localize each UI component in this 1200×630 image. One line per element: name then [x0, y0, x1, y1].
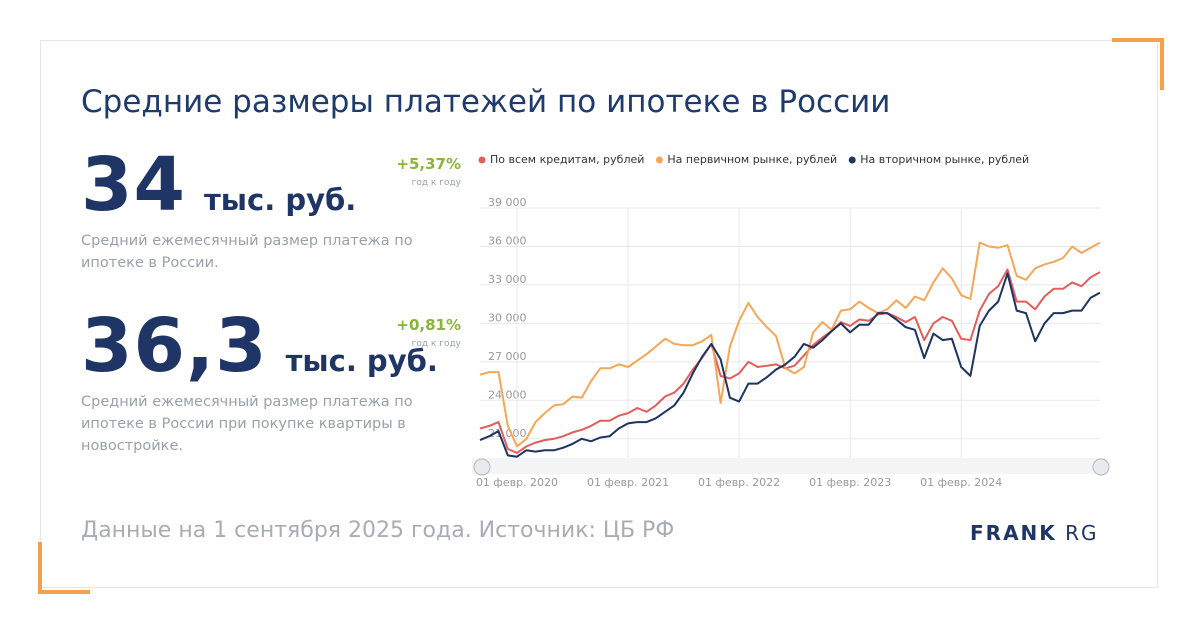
stat-description: Средний ежемесячный размер платежа по ип… — [81, 394, 413, 454]
legend-marker — [655, 156, 663, 164]
legend-label: На первичном рынке, рублей — [667, 153, 837, 166]
y-tick-label: 36 000 — [488, 234, 527, 247]
x-tick-label: 01 февр. 2024 — [920, 476, 1002, 489]
corner-decoration — [38, 542, 90, 594]
logo-bold: FRANK — [970, 521, 1057, 545]
x-tick-label: 01 февр. 2021 — [587, 476, 669, 489]
y-tick-label: 27 000 — [488, 350, 527, 363]
y-tick-label: 39 000 — [488, 196, 527, 209]
series-line — [479, 241, 1101, 448]
logo-light: RG — [1065, 521, 1099, 545]
navigator-handle[interactable] — [473, 458, 491, 476]
card — [40, 40, 1158, 588]
stat-unit: тыс. руб. — [285, 344, 438, 378]
legend-marker — [478, 156, 486, 164]
stat-number: 34 — [81, 142, 186, 228]
stat-change-note: год к году — [411, 178, 461, 188]
legend-marker — [848, 156, 856, 164]
logo: FRANK RG — [970, 521, 1099, 545]
stat-change: +0,81% — [396, 316, 461, 334]
stat-number: 36,3 — [81, 303, 268, 389]
series-line — [479, 272, 1101, 458]
navigator-handle[interactable] — [1092, 458, 1110, 476]
stat-unit: тыс. руб. — [203, 183, 357, 217]
corner-decoration — [1112, 38, 1164, 90]
legend-label: На вторичном рынке, рублей — [860, 153, 1029, 166]
x-tick-label: 01 февр. 2023 — [809, 476, 891, 489]
stat-description: Средний ежемесячный размер платежа по ип… — [81, 233, 413, 271]
title: Средние размеры платежей по ипотеке в Ро… — [81, 84, 891, 120]
legend-label: По всем кредитам, рублей — [490, 153, 644, 166]
stat-value: 36,3 тыс. руб. — [81, 303, 438, 389]
stat-value: 34 тыс. руб. — [81, 142, 356, 228]
y-tick-label: 24 000 — [488, 388, 527, 401]
y-tick-label: 33 000 — [488, 273, 527, 286]
stat-change-note: год к году — [411, 339, 461, 349]
x-tick-label: 01 февр. 2022 — [698, 476, 780, 489]
stat-change: +5,37% — [396, 155, 461, 173]
footer: Данные на 1 сентября 2025 года. Источник… — [81, 518, 675, 543]
series-line — [479, 268, 1101, 454]
y-tick-label: 30 000 — [488, 311, 527, 324]
navigator — [472, 458, 1108, 474]
x-tick-label: 01 февр. 2020 — [476, 476, 558, 489]
